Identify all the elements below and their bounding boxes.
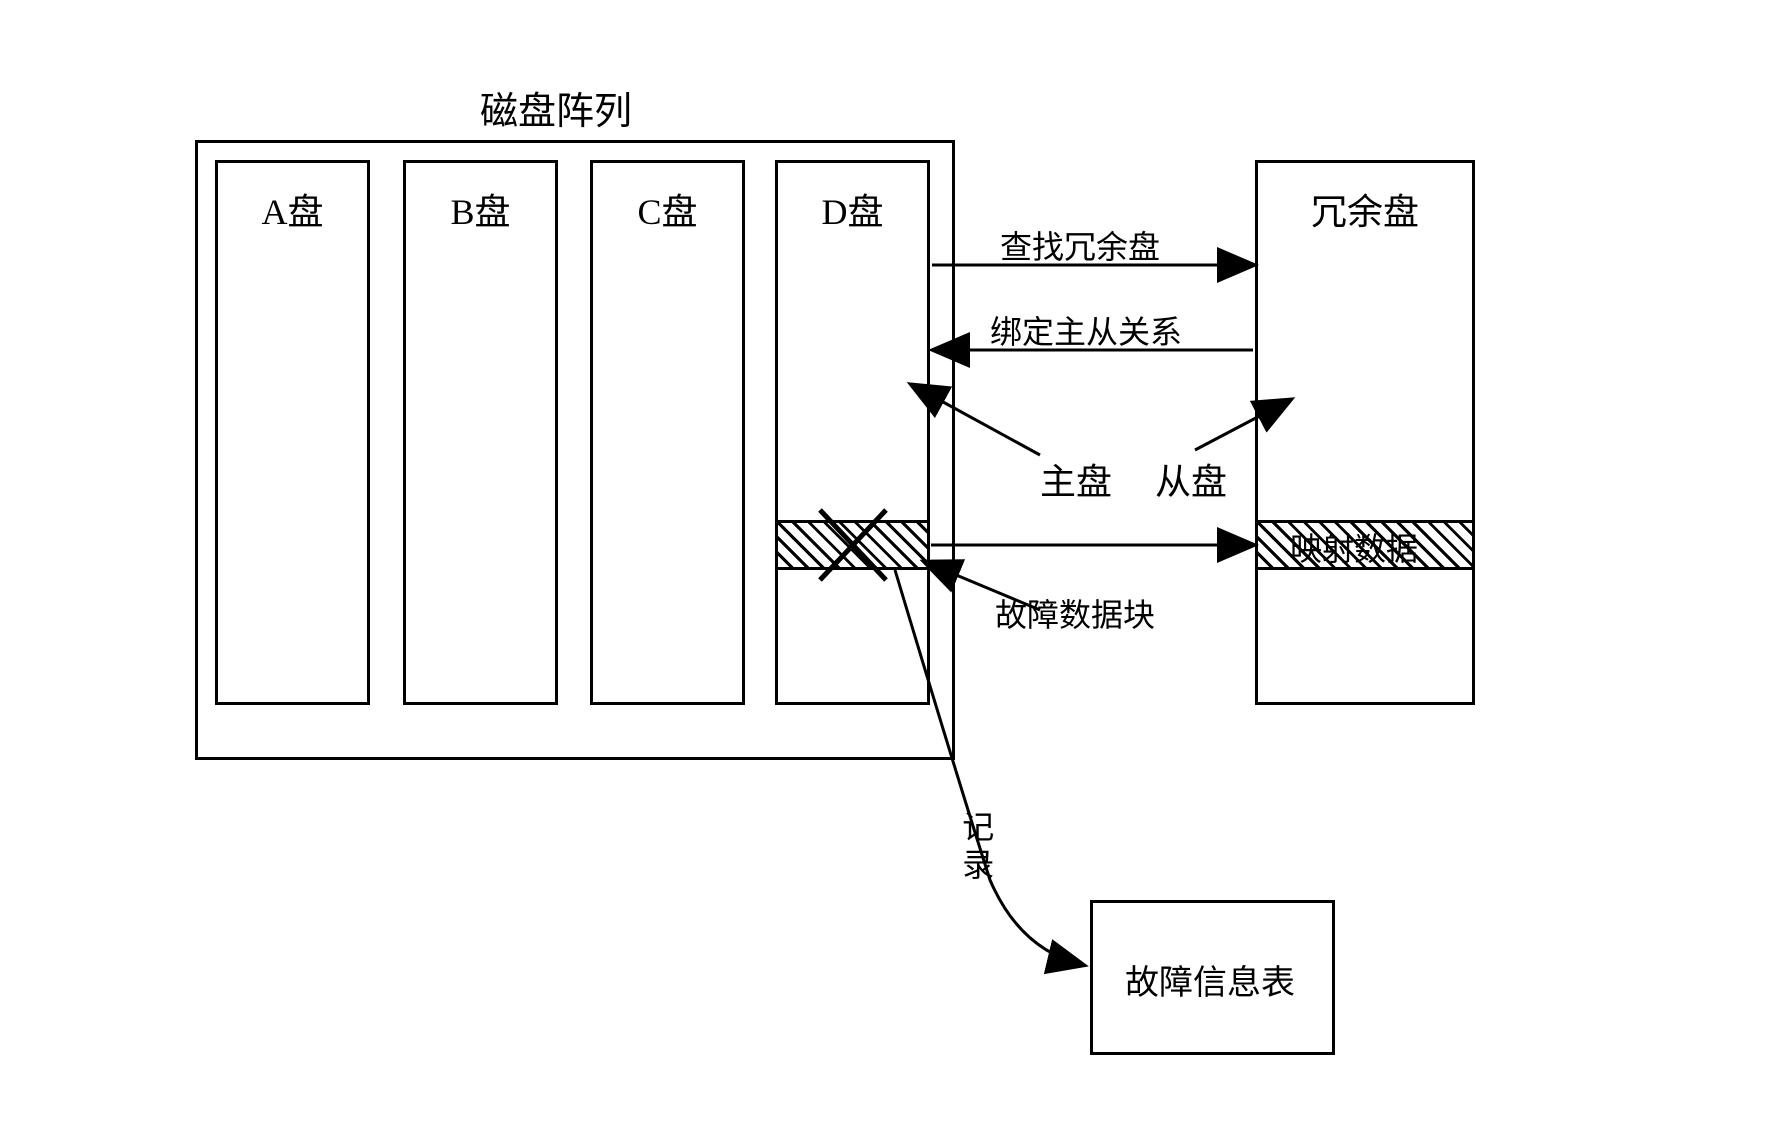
master-label: 主盘 bbox=[1040, 453, 1112, 505]
arrows-layer bbox=[0, 0, 1783, 1140]
record-label: 记录 bbox=[958, 810, 994, 893]
fault-block-label: 故障数据块 bbox=[995, 590, 1155, 636]
slave-label: 从盘 bbox=[1155, 453, 1227, 505]
fault-table-label: 故障信息表 bbox=[1125, 955, 1295, 1004]
bind-label: 绑定主从关系 bbox=[990, 307, 1182, 353]
record-text: 记录 bbox=[958, 810, 993, 886]
find-label: 查找冗余盘 bbox=[1000, 222, 1160, 268]
